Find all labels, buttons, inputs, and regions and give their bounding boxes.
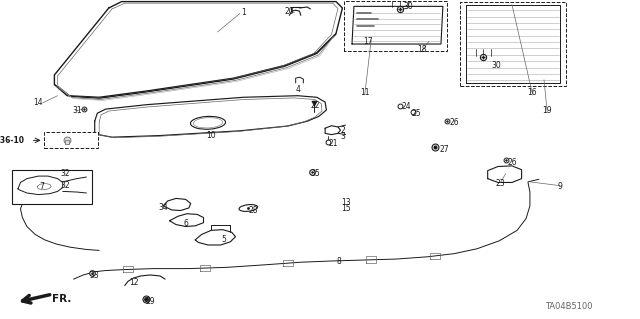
Text: 7: 7 bbox=[39, 182, 44, 191]
FancyBboxPatch shape bbox=[44, 132, 98, 148]
Text: 1: 1 bbox=[241, 8, 246, 17]
Text: 15: 15 bbox=[340, 204, 351, 213]
Text: 14: 14 bbox=[33, 98, 44, 107]
Text: 26: 26 bbox=[507, 158, 517, 167]
Text: 35: 35 bbox=[310, 169, 321, 178]
Text: 21: 21 bbox=[328, 139, 337, 148]
Text: TA04B5100: TA04B5100 bbox=[545, 302, 592, 311]
FancyBboxPatch shape bbox=[12, 170, 92, 204]
Text: 27: 27 bbox=[440, 145, 450, 154]
Text: 12: 12 bbox=[130, 278, 139, 287]
Text: 19: 19 bbox=[542, 106, 552, 115]
Text: 8: 8 bbox=[337, 257, 342, 266]
Text: 33: 33 bbox=[90, 271, 100, 280]
Text: 20: 20 bbox=[284, 7, 294, 16]
Text: 30: 30 bbox=[403, 2, 413, 11]
Text: 34: 34 bbox=[158, 203, 168, 212]
Text: 30: 30 bbox=[492, 61, 502, 70]
Text: 24: 24 bbox=[401, 102, 412, 111]
Text: 13: 13 bbox=[340, 198, 351, 207]
Text: 17: 17 bbox=[363, 37, 373, 46]
Text: FR.: FR. bbox=[52, 294, 72, 304]
Text: 10: 10 bbox=[206, 131, 216, 140]
Text: 11: 11 bbox=[360, 88, 369, 97]
Text: 16: 16 bbox=[527, 88, 538, 97]
Text: 6: 6 bbox=[183, 219, 188, 228]
Text: 32: 32 bbox=[60, 181, 70, 189]
Text: 22: 22 bbox=[311, 101, 320, 110]
Text: 28: 28 bbox=[248, 206, 257, 215]
Text: 4: 4 bbox=[295, 85, 300, 94]
Text: 5: 5 bbox=[221, 235, 227, 244]
Text: 2: 2 bbox=[340, 126, 345, 135]
Text: 23: 23 bbox=[495, 179, 506, 188]
Text: 18: 18 bbox=[418, 45, 427, 54]
Text: B-36-10: B-36-10 bbox=[0, 137, 24, 145]
Text: 32: 32 bbox=[60, 169, 70, 178]
Text: 31: 31 bbox=[72, 106, 82, 115]
Text: 3: 3 bbox=[340, 132, 345, 141]
Text: 25: 25 bbox=[411, 109, 421, 118]
Text: 9: 9 bbox=[557, 182, 563, 191]
Text: 26: 26 bbox=[449, 118, 460, 127]
Text: 29: 29 bbox=[145, 297, 156, 306]
